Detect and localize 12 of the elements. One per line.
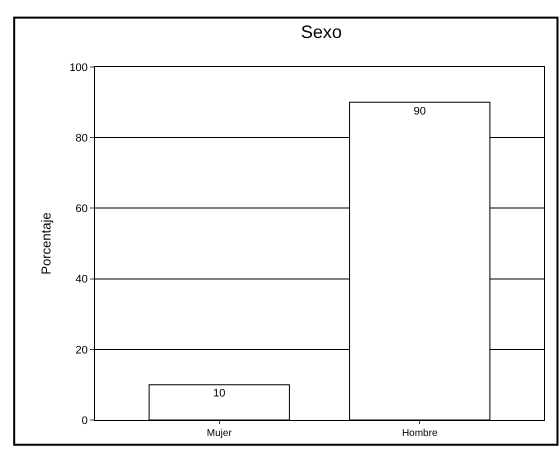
y-tick-label: 40: [76, 274, 88, 286]
chart-title: Sexo: [300, 22, 342, 42]
x-tick-label: Mujer: [206, 428, 232, 439]
y-tick-label: 0: [82, 414, 88, 427]
y-tick-label: 80: [76, 132, 88, 144]
y-tick-label: 20: [76, 344, 88, 356]
data-label: 90: [414, 105, 426, 118]
data-label: 10: [213, 388, 226, 400]
y-tick-label: 100: [69, 62, 88, 74]
y-axis-title: Porcentaje: [38, 212, 54, 275]
x-tick-label: Hombre: [402, 428, 438, 439]
y-tick-label: 60: [76, 203, 88, 216]
